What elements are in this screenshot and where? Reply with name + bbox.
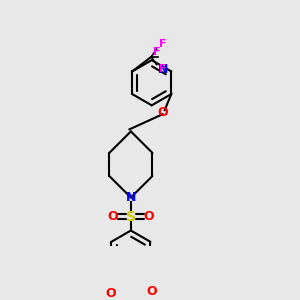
Text: O: O — [106, 286, 116, 300]
Text: N: N — [158, 63, 169, 76]
Text: F: F — [159, 39, 166, 49]
Text: F: F — [159, 64, 166, 74]
Text: S: S — [126, 210, 136, 224]
Text: F: F — [153, 47, 160, 57]
Text: O: O — [107, 210, 118, 223]
Text: O: O — [146, 285, 157, 298]
Text: O: O — [144, 210, 154, 223]
Text: N: N — [126, 191, 136, 204]
Text: O: O — [157, 106, 168, 118]
